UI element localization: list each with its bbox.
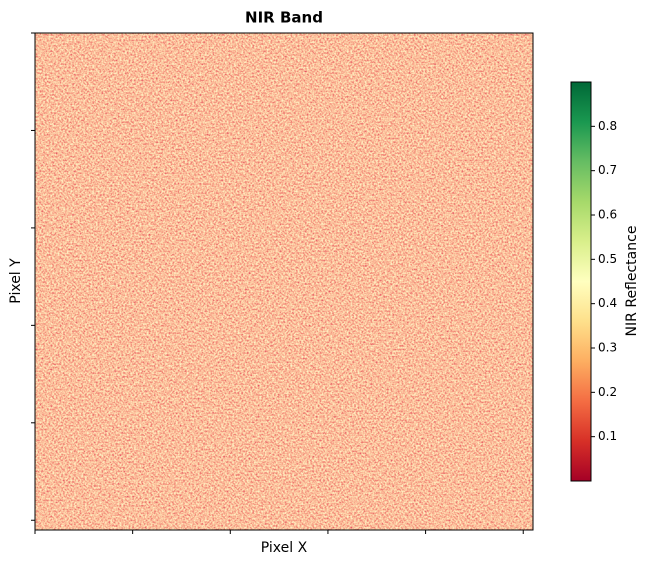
heatmap-image (35, 33, 533, 530)
colorbar-tick-label: 0.5 (598, 252, 617, 266)
colorbar-tick-label: 0.3 (598, 341, 617, 355)
colorbar-tick-label: 0.2 (598, 385, 617, 399)
colorbar (570, 81, 592, 482)
x-axis-label: Pixel X (261, 540, 308, 556)
colorbar-tick-label: 0.4 (598, 296, 617, 310)
chart-title: NIR Band (245, 9, 323, 27)
y-axis-label: Pixel Y (8, 258, 24, 304)
colorbar-tick-label: 0.8 (598, 119, 617, 133)
colorbar-tick-label: 0.7 (598, 163, 617, 177)
colorbar-tick-label: 0.6 (598, 208, 617, 222)
colorbar-label: NIR Reflectance (624, 226, 640, 337)
plot-frame (34, 32, 534, 531)
colorbar-tick-label: 0.1 (598, 429, 617, 443)
